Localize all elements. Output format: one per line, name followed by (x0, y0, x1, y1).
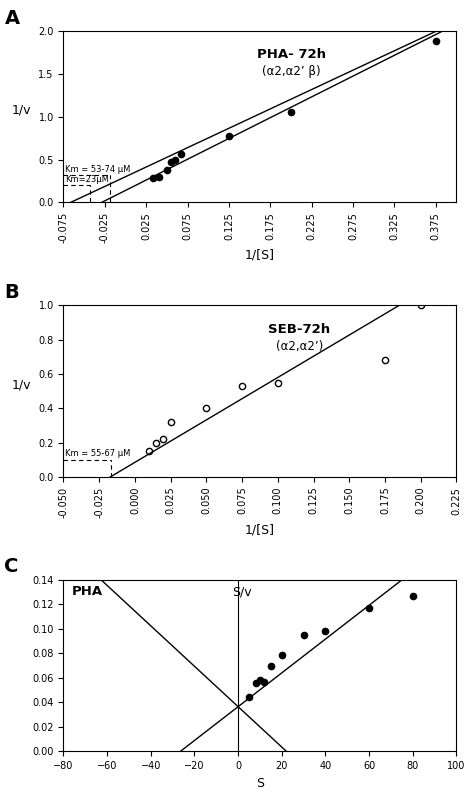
Y-axis label: 1/v: 1/v (12, 104, 31, 117)
Y-axis label: 1/v: 1/v (12, 378, 31, 391)
Text: S/v: S/v (232, 585, 252, 598)
X-axis label: S: S (256, 776, 264, 790)
X-axis label: 1/[S]: 1/[S] (245, 523, 275, 536)
Text: (α2,α2’): (α2,α2’) (276, 340, 323, 353)
Text: PHA: PHA (71, 585, 102, 598)
Text: Km=23μM: Km=23μM (65, 176, 109, 184)
Text: B: B (4, 283, 19, 302)
Text: C: C (4, 558, 19, 576)
Text: Km = 55-67 μM: Km = 55-67 μM (65, 449, 130, 458)
Text: PHA- 72h: PHA- 72h (257, 48, 326, 61)
Text: (α2,α2’ β): (α2,α2’ β) (262, 65, 321, 78)
Text: SEB-72h: SEB-72h (268, 322, 330, 336)
X-axis label: 1/[S]: 1/[S] (245, 249, 275, 262)
Text: A: A (4, 9, 19, 27)
Text: Km = 53-74 μM: Km = 53-74 μM (65, 165, 130, 174)
